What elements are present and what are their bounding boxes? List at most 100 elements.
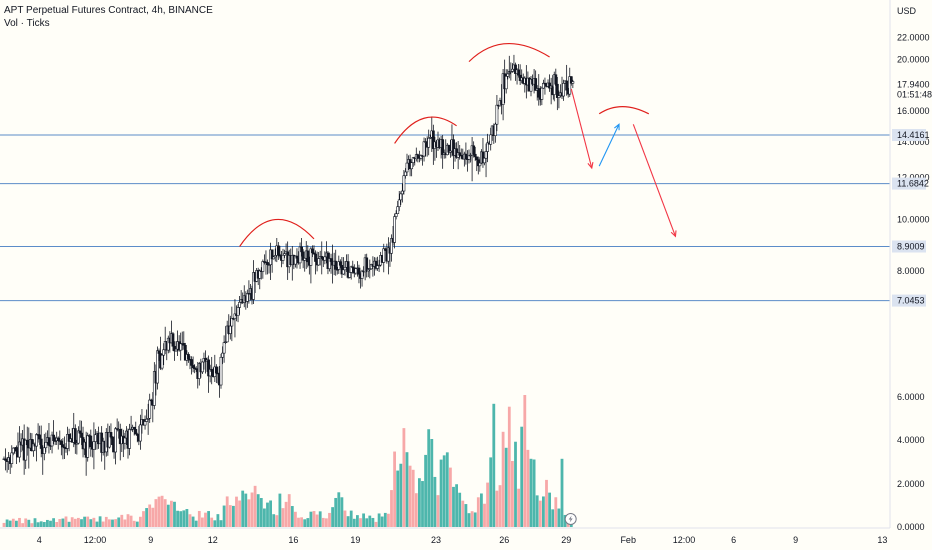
candle-body	[452, 139, 455, 156]
candle-body	[219, 356, 223, 386]
volume-bar	[64, 516, 68, 527]
volume-bar	[436, 495, 440, 527]
candle-body	[222, 342, 226, 354]
volume-bar	[421, 481, 424, 527]
volume-bar	[458, 492, 462, 527]
candle-body	[495, 104, 499, 125]
level-price-tag	[892, 129, 926, 142]
candle-body	[541, 82, 545, 89]
volume-bar	[21, 523, 24, 527]
volume-bar	[18, 517, 21, 527]
volume-bar	[42, 522, 46, 527]
volume-bar	[486, 482, 489, 527]
x-tick-label: 12:00	[673, 535, 696, 545]
volume-bar	[473, 512, 477, 527]
candle-body	[386, 247, 390, 262]
candle-body	[467, 155, 471, 160]
volume-bar	[266, 502, 269, 527]
volume-bar	[8, 520, 12, 527]
candle-body	[354, 268, 358, 274]
candle-body	[557, 95, 561, 98]
x-tick-label: 13	[877, 535, 887, 545]
candle-body	[323, 256, 327, 261]
volume-bar	[201, 517, 204, 527]
candle-body	[510, 68, 514, 72]
volume-bar	[114, 519, 117, 527]
volume-bar	[352, 518, 356, 527]
volume-bar	[290, 506, 294, 527]
arrow-drawing-2	[632, 124, 676, 237]
level-price-tag	[892, 294, 926, 307]
volume-bar	[24, 518, 28, 527]
candle-body	[109, 432, 113, 438]
candlesticks	[2, 54, 575, 476]
volume-bar	[145, 508, 148, 527]
symbol-title[interactable]: APT Perpetual Futures Contract, 4h, BINA…	[4, 5, 213, 16]
arrow-head-2	[670, 230, 677, 238]
volume-bars	[2, 395, 573, 527]
volume-bar	[371, 517, 375, 527]
lightning-icon	[568, 515, 573, 523]
candle-body	[393, 216, 397, 243]
candle-body	[484, 151, 488, 159]
volume-bar	[151, 507, 155, 527]
candle-body	[402, 175, 406, 192]
volume-bar	[470, 511, 474, 527]
volume-bar	[77, 517, 80, 527]
volume-bar	[33, 518, 37, 527]
volume-bar	[11, 518, 15, 527]
volume-bar	[365, 518, 369, 527]
horizontal-levels	[0, 134, 890, 302]
x-tick-label: 23	[431, 535, 441, 545]
candle-body	[179, 343, 183, 351]
volume-bar	[55, 522, 59, 527]
candle-body	[162, 349, 166, 356]
candle-body	[368, 268, 372, 270]
candle-body	[382, 248, 386, 263]
candle-body	[183, 344, 187, 361]
volume-indicator-label[interactable]: Vol · Ticks	[4, 18, 50, 29]
volume-bar	[387, 513, 390, 527]
volume-bar	[523, 395, 527, 527]
volume-bar	[449, 467, 452, 527]
candle-body	[148, 399, 152, 419]
candle-body	[472, 145, 476, 155]
volume-bar	[207, 511, 210, 527]
candle-body	[360, 270, 364, 279]
arc-drawing-3	[598, 106, 650, 115]
x-tick-label: 9	[148, 535, 153, 545]
volume-bar	[303, 519, 307, 527]
candle-body	[298, 246, 302, 264]
candle-body	[67, 433, 71, 442]
volume-bar	[340, 497, 344, 527]
volume-bar	[321, 517, 325, 527]
candle-body	[52, 434, 56, 441]
candle-body	[187, 354, 190, 360]
volume-bar	[213, 520, 217, 527]
arc-drawing-0	[239, 218, 315, 247]
candle-body	[303, 257, 307, 261]
candle-body	[311, 248, 314, 254]
volume-bar	[554, 497, 558, 527]
volume-bar	[396, 470, 400, 527]
candle-body	[328, 258, 331, 269]
candle-body	[489, 134, 493, 145]
candle-body	[281, 254, 285, 261]
candle-body	[529, 78, 533, 92]
candle-body	[357, 267, 361, 275]
candle-body	[207, 359, 211, 377]
candle-body	[24, 439, 28, 461]
volume-bar	[442, 455, 446, 527]
volume-bar	[15, 520, 18, 527]
y-tick-label: 4.0000	[897, 435, 925, 445]
volume-bar	[263, 508, 266, 527]
candle-body	[396, 206, 400, 214]
y-tick-label: 22.0000	[897, 32, 930, 42]
candle-body	[537, 88, 541, 98]
arrow-head-0	[587, 161, 594, 170]
volume-bar	[433, 476, 437, 527]
volume-bar	[309, 511, 313, 527]
candle-body	[517, 69, 521, 76]
volume-bar	[356, 515, 359, 527]
